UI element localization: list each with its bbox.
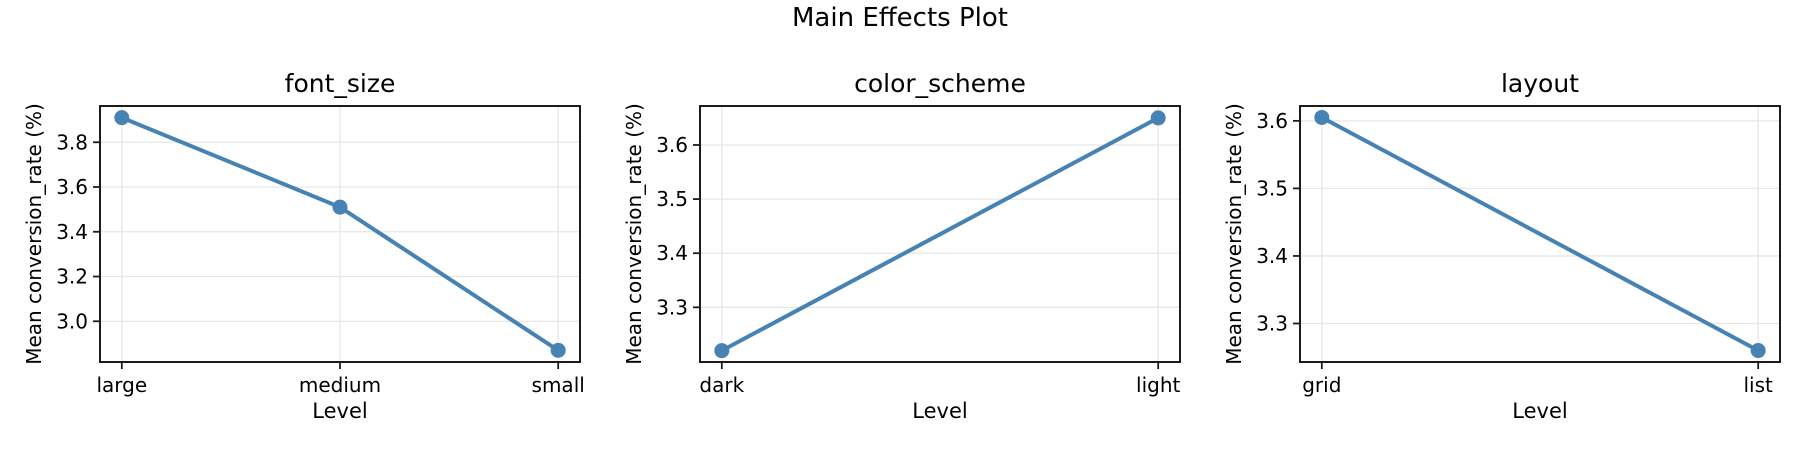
- y-tick-label: 3.5: [656, 187, 688, 211]
- x-axis-label: Level: [312, 399, 367, 423]
- y-tick-label: 3.6: [1256, 109, 1288, 133]
- series-line: [720, 116, 1160, 353]
- data-point-grid: [1314, 109, 1330, 125]
- x-tick-label: medium: [299, 373, 381, 397]
- x-tick-label: small: [532, 373, 585, 397]
- axes-spines: [1299, 105, 1781, 363]
- data-point-dark: [714, 343, 730, 359]
- figure-title: Main Effects Plot: [792, 3, 1008, 33]
- y-tick-label: 3.4: [56, 220, 88, 244]
- y-tick-label: 3.3: [656, 295, 688, 319]
- subplot-canvas: 3.3 3.4 3.5 3.6 grid list layout Level Mean conv…: [1222, 69, 1781, 423]
- y-axis-label: Mean conversion_rate (%): [1222, 103, 1246, 365]
- x-tick-label: list: [1743, 373, 1773, 397]
- subplots-row: 3.0 3.2 3.4 3.6 3.8 large medium small font_size…: [0, 40, 1800, 450]
- data-point-list: [1750, 343, 1766, 359]
- subplot-title: font_size: [285, 69, 396, 98]
- axes-spines: [699, 105, 1181, 363]
- y-tick-label: 3.4: [1256, 244, 1288, 268]
- x-axis-label: Level: [1512, 399, 1567, 423]
- x-axis-label: Level: [912, 399, 967, 423]
- y-tick-label: 3.3: [1256, 311, 1288, 335]
- series-line: [1320, 115, 1760, 353]
- y-tick-label: 3.6: [656, 133, 688, 157]
- y-tick-label: 3.5: [1256, 176, 1288, 200]
- data-point-small: [550, 342, 566, 358]
- subplot-layout: 3.3 3.4 3.5 3.6 grid list layout Level Mean conv…: [1200, 40, 1800, 450]
- y-tick-label: 3.2: [56, 265, 88, 289]
- data-point-light: [1150, 110, 1166, 126]
- data-point-large: [114, 110, 130, 126]
- subplot-font_size: 3.0 3.2 3.4 3.6 3.8 large medium small font_size…: [0, 40, 600, 450]
- x-tick-label: dark: [699, 373, 744, 397]
- y-tick-label: 3.8: [56, 130, 88, 154]
- subplot-title: layout: [1501, 69, 1579, 98]
- y-tick-label: 3.6: [56, 175, 88, 199]
- y-tick-label: 3.4: [656, 241, 688, 265]
- x-tick-label: large: [96, 373, 147, 397]
- subplot-canvas: 3.3 3.4 3.5 3.6 dark light color_scheme Level Me…: [622, 69, 1181, 423]
- y-axis-label: Mean conversion_rate (%): [22, 103, 46, 365]
- subplot-canvas: 3.0 3.2 3.4 3.6 3.8 large medium small font_size…: [22, 69, 585, 423]
- subplot-title: color_scheme: [854, 69, 1026, 98]
- y-axis-label: Mean conversion_rate (%): [622, 103, 646, 365]
- x-tick-label: light: [1136, 373, 1180, 397]
- subplot-color_scheme: 3.3 3.4 3.5 3.6 dark light color_scheme Level Me…: [600, 40, 1200, 450]
- data-point-medium: [332, 199, 348, 215]
- x-tick-label: grid: [1302, 373, 1341, 397]
- y-tick-label: 3.0: [56, 309, 88, 333]
